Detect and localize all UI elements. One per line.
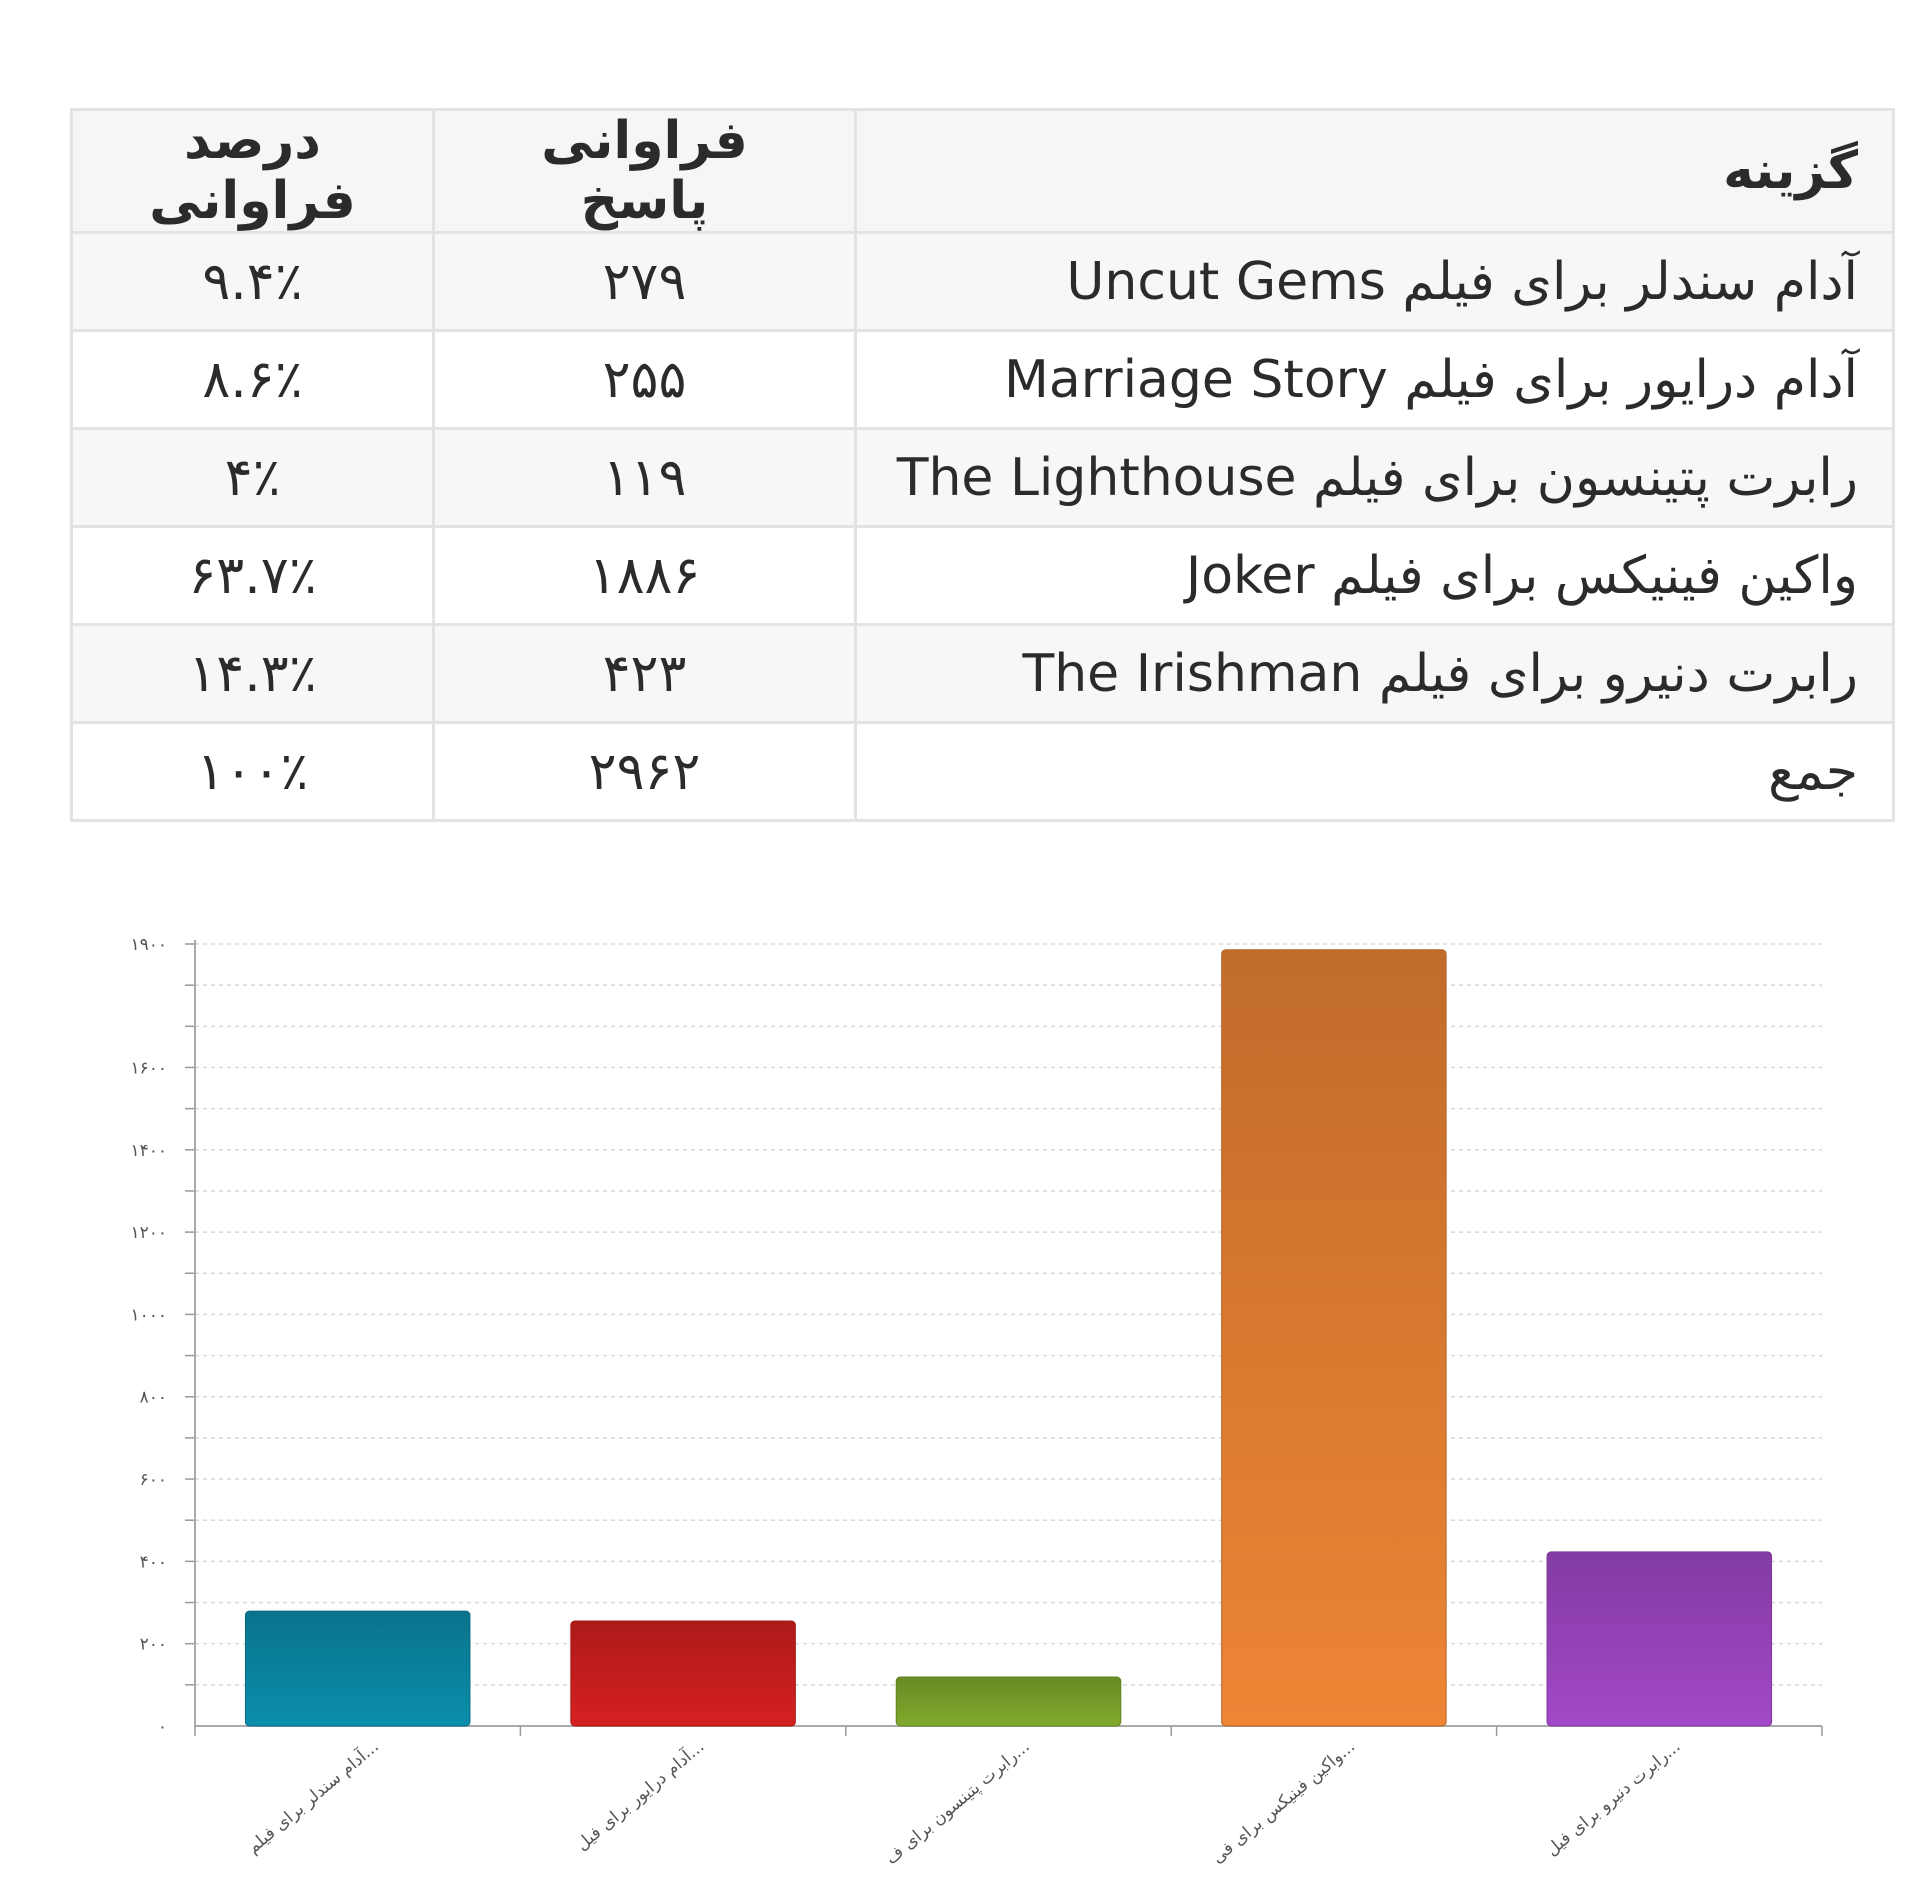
y-tick-label: ۱۶۰۰: [130, 1058, 167, 1078]
y-tick-label: ۸۰۰: [140, 1388, 167, 1408]
total-frequency: ۲۹۶۲: [432, 721, 857, 822]
row-frequency: ۱۸۸۶: [432, 525, 857, 626]
row-option: آدام سندلر برای فیلم Uncut Gems: [854, 231, 1895, 332]
bar: [895, 1676, 1122, 1727]
row-option: رابرت پتینسون برای فیلم The Lighthouse: [854, 427, 1895, 528]
y-tick-label: ۴۰۰: [140, 1552, 167, 1572]
x-category-label: رابرت پتینسون برای ف...: [882, 1737, 1034, 1869]
y-tick-label: ۱۰۰۰: [130, 1305, 167, 1325]
table-row: واکین فینیکس برای فیلم Joker ۱۸۸۶ ۶۳.۷٪: [70, 525, 1895, 626]
row-percent: ۸.۶٪: [70, 329, 435, 430]
table-row: رابرت پتینسون برای فیلم The Lighthouse ۱…: [70, 427, 1895, 528]
header-frequency: فراوانی پاسخ: [432, 108, 857, 234]
bar-chart: ۰ ۲۰۰ ۴۰۰ ۶۰۰ ۸۰۰ ۱۰۰۰ ۱۲۰۰ ۱۴۰۰ ۱۶۰۰ ۱۹۰۰ آدام سن…: [130, 935, 1823, 1869]
row-percent: ۶۳.۷٪: [70, 525, 435, 626]
bar: [1546, 1551, 1773, 1727]
y-tick-label: ۱۴۰۰: [130, 1141, 167, 1161]
total-percent: ۱۰۰٪: [70, 721, 435, 822]
x-category-label: واکین فینیکس برای فی...: [1208, 1737, 1359, 1868]
table-total-row: جمع ۲۹۶۲ ۱۰۰٪: [70, 721, 1895, 822]
bar: [244, 1610, 471, 1727]
row-frequency: ۱۱۹: [432, 427, 857, 528]
y-tick-label: ۶۰۰: [140, 1470, 167, 1490]
table-header-row: گزینه فراوانی پاسخ درصد فراوانی: [70, 108, 1895, 234]
row-frequency: ۲۷۹: [432, 231, 857, 332]
row-option: واکین فینیکس برای فیلم Joker: [854, 525, 1895, 626]
row-frequency: ۴۲۳: [432, 623, 857, 724]
header-option: گزینه: [854, 108, 1895, 234]
row-percent: ۹.۴٪: [70, 231, 435, 332]
y-tick-label: ۲۰۰: [140, 1635, 167, 1655]
table-row: رابرت دنیرو برای فیلم The Irishman ۴۲۳ ۱…: [70, 623, 1895, 724]
y-tick-label: ۰: [158, 1717, 167, 1737]
header-percent: درصد فراوانی: [70, 108, 435, 234]
y-tick-label: ۱۲۰۰: [130, 1223, 167, 1243]
row-frequency: ۲۵۵: [432, 329, 857, 430]
table-row: آدام درایور برای فیلم Marriage Story ۲۵۵…: [70, 329, 1895, 430]
results-table: گزینه فراوانی پاسخ درصد فراوانی آدام سند…: [70, 108, 1895, 822]
row-percent: ۱۴.۳٪: [70, 623, 435, 724]
row-percent: ۴٪: [70, 427, 435, 528]
x-category-label: رابرت دنیرو برای فیل...: [1542, 1737, 1684, 1861]
row-option: رابرت دنیرو برای فیلم The Irishman: [854, 623, 1895, 724]
bar: [570, 1620, 796, 1727]
x-category-label: آدام سندلر برای فیلم...: [242, 1735, 383, 1858]
bar: [1221, 949, 1447, 1727]
row-option: آدام درایور برای فیلم Marriage Story: [854, 329, 1895, 430]
total-label: جمع: [854, 721, 1895, 822]
table-row: آدام سندلر برای فیلم Uncut Gems ۲۷۹ ۹.۴٪: [70, 231, 1895, 332]
y-tick-label: ۱۹۰۰: [130, 935, 167, 955]
x-category-label: آدام درایور برای فیل...: [571, 1735, 708, 1855]
